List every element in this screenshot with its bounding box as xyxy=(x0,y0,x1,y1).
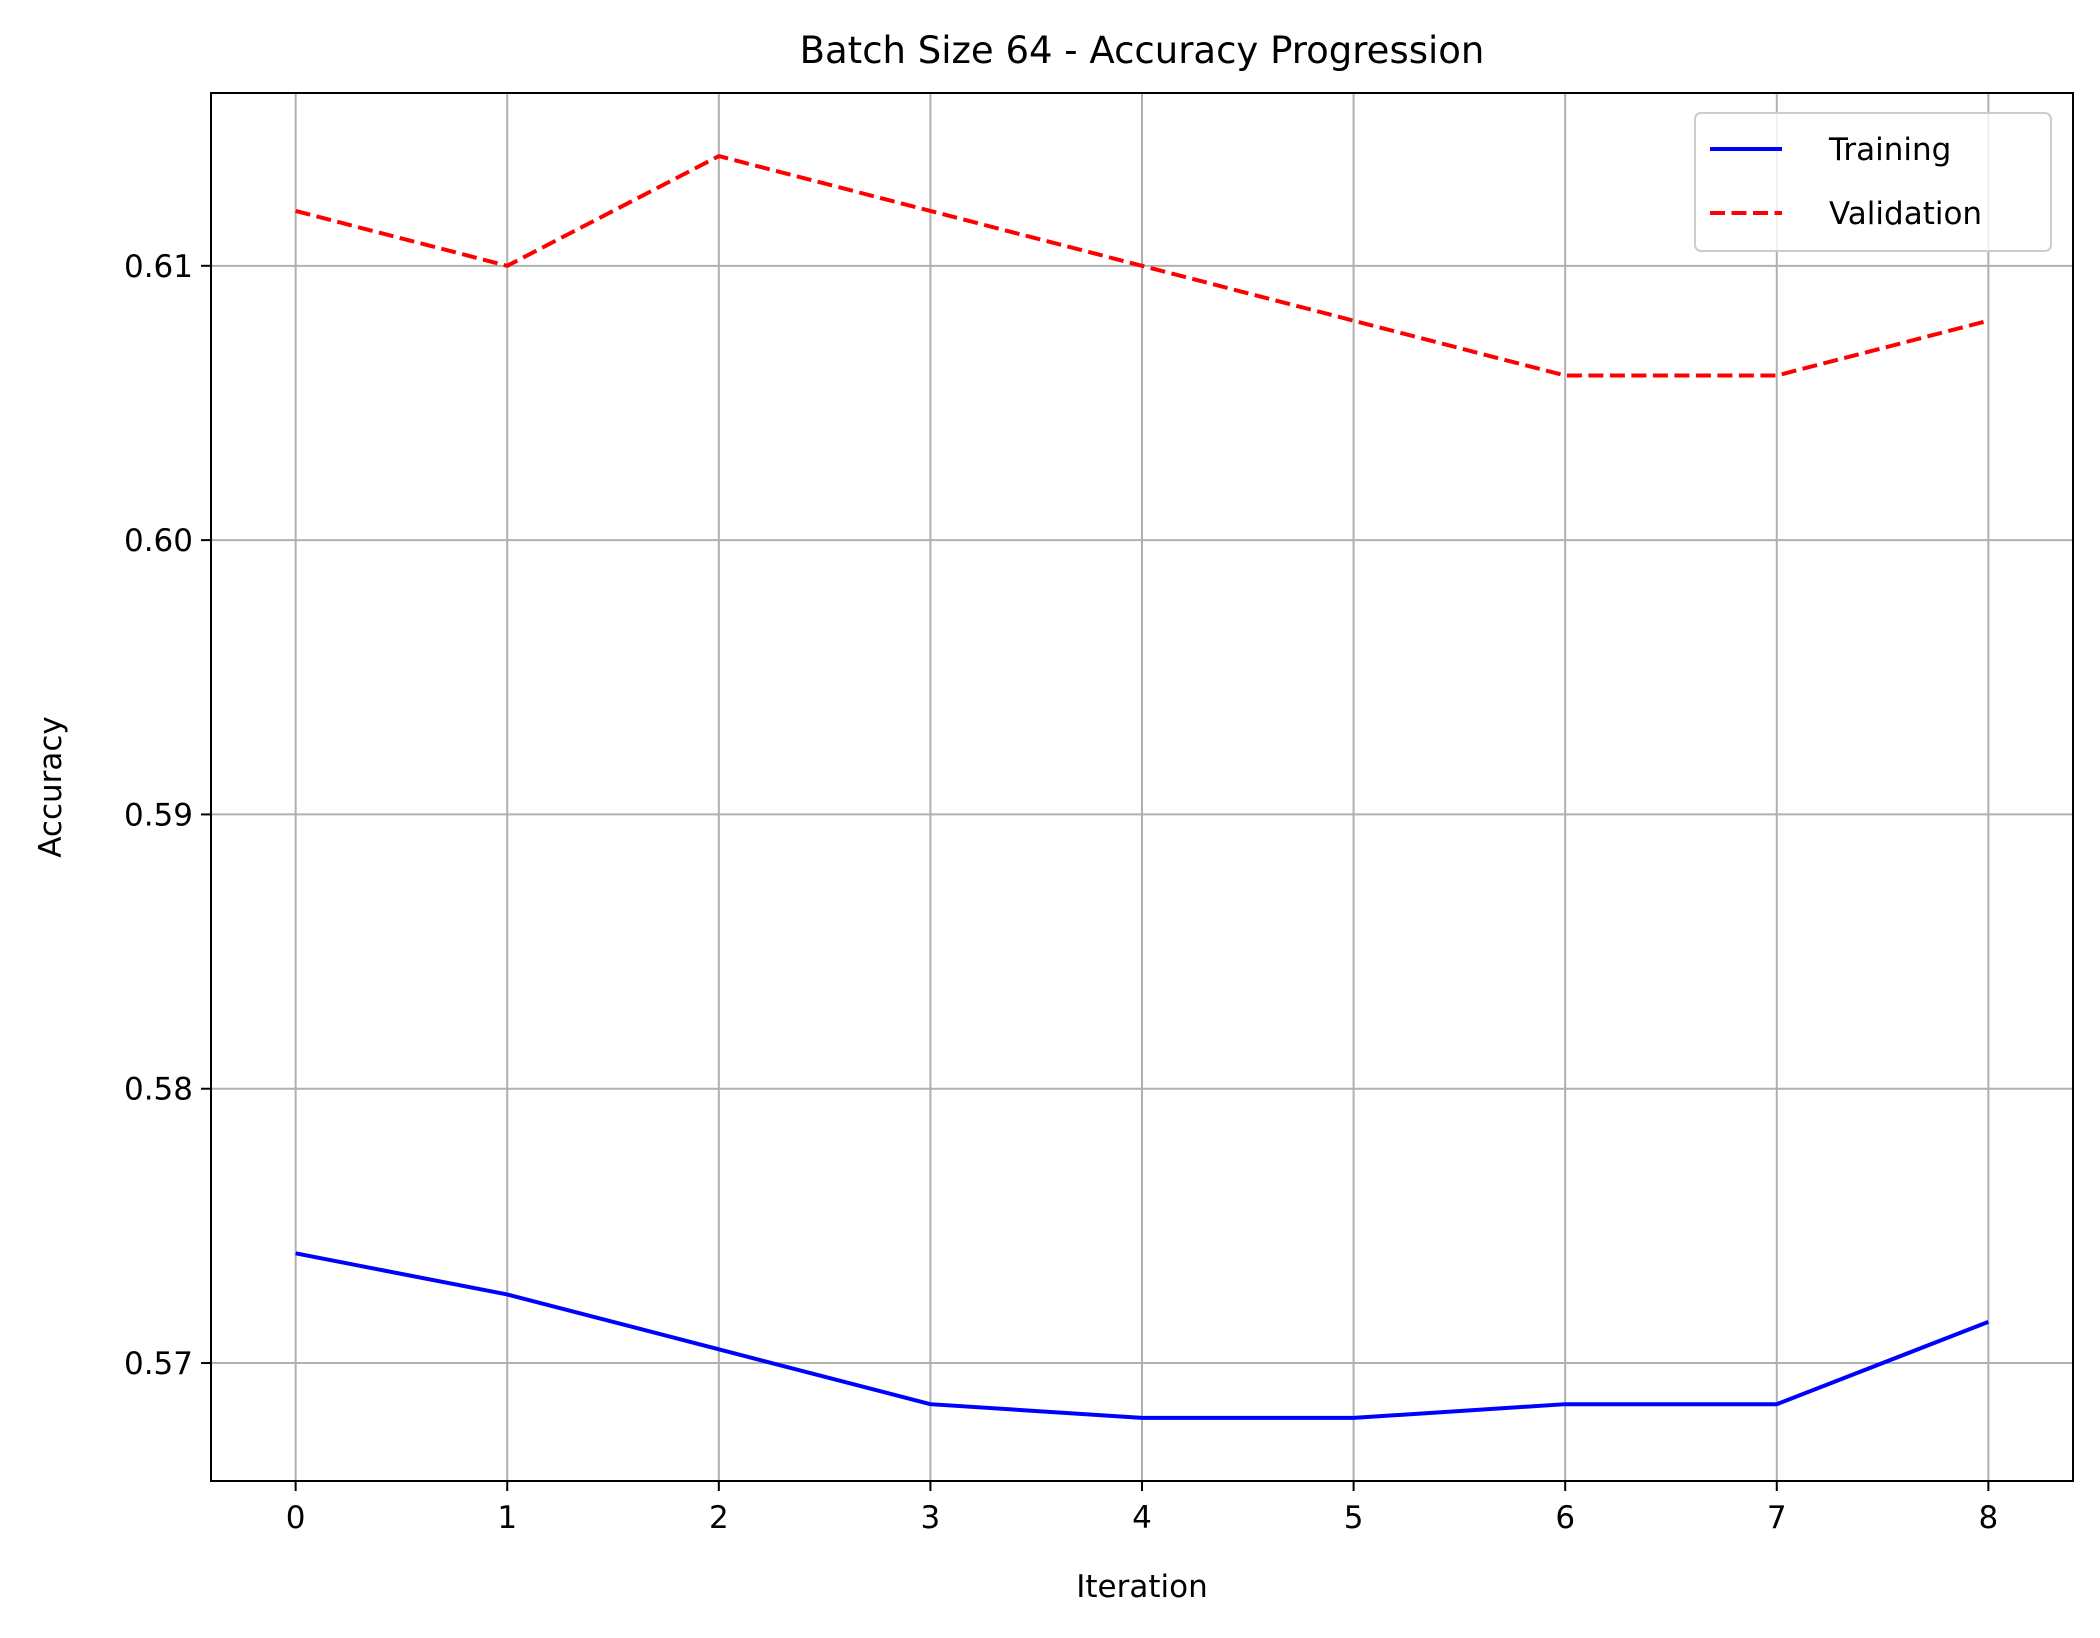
x-tick-label: 7 xyxy=(1767,1500,1787,1536)
x-tick-label: 5 xyxy=(1344,1500,1364,1536)
y-axis-title: Accuracy xyxy=(33,716,69,858)
x-tick-label: 1 xyxy=(497,1500,517,1536)
y-tick-label: 0.61 xyxy=(124,249,193,285)
series-layer xyxy=(295,154,1990,1420)
y-tick-label: 0.57 xyxy=(124,1346,193,1382)
legend-box xyxy=(1694,112,2052,252)
legend-label-training: Training xyxy=(1828,132,1951,168)
x-tick-label: 8 xyxy=(1978,1500,1998,1536)
x-tick-label: 3 xyxy=(921,1500,941,1536)
legend: Training Validation xyxy=(1694,112,2052,252)
y-tick-label: 0.59 xyxy=(124,797,193,833)
x-tick-label: 0 xyxy=(286,1500,306,1536)
y-tick-label: 0.60 xyxy=(124,523,193,559)
series-line-validation xyxy=(295,154,1989,378)
x-tick-label: 4 xyxy=(1132,1500,1152,1536)
y-tick-label: 0.58 xyxy=(124,1072,193,1108)
ticks: 0 1 2 3 4 5 6 7 8 0.57 0.58 0.59 0.60 0.61 xyxy=(124,249,1998,1536)
x-tick-label: 2 xyxy=(709,1500,729,1536)
x-tick-label: 6 xyxy=(1555,1500,1575,1536)
chart-title: Batch Size 64 - Accuracy Progression xyxy=(800,29,1485,72)
legend-label-validation: Validation xyxy=(1829,196,1982,232)
series-line-training xyxy=(295,1251,1990,1420)
x-axis-title: Iteration xyxy=(1076,1569,1208,1605)
